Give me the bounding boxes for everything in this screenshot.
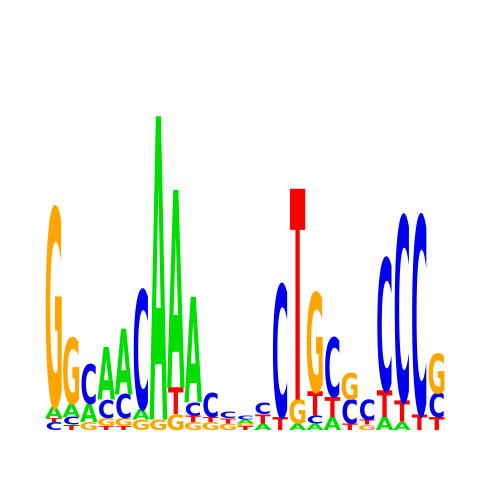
logo-letter-a: A xyxy=(97,332,115,417)
logo-letter-g: G xyxy=(288,393,307,431)
logo-letter-a: A xyxy=(184,270,202,438)
logo-letter-t: T xyxy=(185,414,201,424)
logo-letter-t: T xyxy=(359,418,375,427)
logo-letter-c: C xyxy=(254,399,271,418)
logo-letter-c: C xyxy=(63,415,80,428)
logo-letter-t: T xyxy=(255,412,271,426)
logo-letter-t: T xyxy=(412,411,428,436)
logo-letter-a: A xyxy=(237,419,255,425)
logo-letter-t: T xyxy=(290,133,306,469)
logo-letter-a: A xyxy=(63,400,81,421)
logo-letter-a: A xyxy=(132,406,150,423)
logo-letter-a: A xyxy=(289,422,307,432)
logo-letter-t: T xyxy=(220,417,236,426)
logo-letter-g: G xyxy=(149,416,168,433)
logo-letter-t: T xyxy=(342,422,358,432)
logo-letter-c: C xyxy=(237,415,254,421)
logo-letter-c: C xyxy=(394,167,411,461)
logo-letter-g: G xyxy=(62,320,81,426)
logo-letter-g: G xyxy=(184,420,203,433)
logo-letter-g: G xyxy=(132,416,151,433)
logo-letter-c: C xyxy=(411,163,428,479)
logo-letter-t: T xyxy=(377,385,393,427)
logo-letter-c: C xyxy=(341,393,358,431)
logo-letter-g: G xyxy=(358,423,377,432)
logo-letter-t: T xyxy=(394,397,410,430)
logo-letter-t: T xyxy=(238,425,255,431)
logo-letter-a: A xyxy=(150,35,168,480)
logo-letter-c: C xyxy=(428,387,445,425)
logo-letter-c: C xyxy=(115,388,132,426)
logo-letter-a: A xyxy=(254,422,272,432)
logo-letter-a: A xyxy=(306,422,324,432)
logo-letter-c: C xyxy=(133,259,150,448)
logo-letter-g: G xyxy=(340,367,359,409)
logo-letter-c: C xyxy=(98,395,115,424)
logo-letter-c: C xyxy=(202,387,219,425)
logo-letter-t: T xyxy=(98,425,115,431)
logo-letter-c: C xyxy=(359,395,376,426)
logo-letter-g: G xyxy=(97,416,116,429)
logo-letter-t: T xyxy=(46,417,63,423)
logo-letter-t: T xyxy=(325,392,341,423)
logo-letter-c: C xyxy=(376,223,393,433)
logo-letter-t: T xyxy=(307,385,323,423)
logo-letter-c: C xyxy=(46,420,63,433)
logo-letter-a: A xyxy=(167,137,185,453)
logo-letter-a: A xyxy=(324,413,342,434)
logo-letter-c: C xyxy=(80,353,97,417)
logo-letter-c: C xyxy=(220,410,237,420)
logo-letter-t: T xyxy=(203,415,219,424)
logo-letter-a: A xyxy=(376,413,394,434)
logo-letter-g: G xyxy=(114,416,133,429)
logo-letter-g: G xyxy=(306,266,325,424)
logo-letter-g: G xyxy=(166,411,185,436)
logo-letter-t: T xyxy=(272,413,288,434)
logo-letter-c: C xyxy=(324,323,341,417)
logo-letter-g: G xyxy=(219,422,238,432)
logo-letter-c: C xyxy=(185,399,202,420)
logo-letter-t: T xyxy=(116,425,133,431)
logo-letter-a: A xyxy=(45,403,63,422)
logo-letter-t: T xyxy=(64,423,80,432)
logo-letter-g: G xyxy=(427,342,446,406)
logo-letter-g: G xyxy=(201,420,220,433)
logo-letter-c: C xyxy=(272,250,289,460)
logo-letter-g: G xyxy=(45,155,64,471)
logo-letter-c: C xyxy=(307,414,324,427)
logo-letter-g: G xyxy=(79,420,98,433)
logo-letter-t: T xyxy=(168,382,184,424)
logo-letter-g: G xyxy=(236,423,255,427)
logo-letter-a: A xyxy=(115,311,133,417)
logo-letter-a: A xyxy=(393,420,411,433)
logo-letter-t: T xyxy=(429,413,445,434)
logo-letter-a: A xyxy=(80,399,98,428)
